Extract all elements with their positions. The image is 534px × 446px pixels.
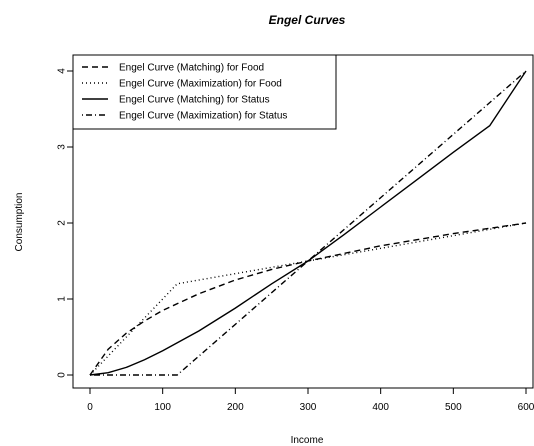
series-line-4 (90, 70, 527, 376)
y-axis: 0 1 2 3 4 (57, 68, 74, 378)
y-tick-label: 4 (57, 68, 68, 74)
y-axis-label: Consumption (14, 193, 25, 252)
x-tick-label: 400 (372, 402, 389, 413)
legend-label: Engel Curve (Maximization) for Food (119, 79, 282, 90)
legend-box (72, 54, 337, 130)
series-line-1 (89, 222, 527, 376)
legend-label: Engel Curve (Matching) for Food (119, 63, 264, 74)
legend-label: Engel Curve (Maximization) for Status (119, 111, 287, 122)
legend: Engel Curve (Matching) for Food Engel Cur… (72, 54, 337, 130)
series-line-3 (89, 70, 527, 376)
legend-label: Engel Curve (Matching) for Status (119, 95, 270, 106)
x-tick-label: 300 (300, 402, 317, 413)
y-tick-label: 3 (57, 144, 68, 150)
y-tick-label: 0 (57, 372, 68, 378)
chart-title: Engel Curves (269, 13, 346, 27)
x-tick-label: 600 (518, 402, 534, 413)
plot-lines (89, 70, 527, 376)
x-axis-label: Income (291, 435, 324, 446)
series-line-2 (89, 222, 527, 376)
x-tick-label: 200 (227, 402, 244, 413)
x-axis: 0 100 200 300 400 500 600 (87, 387, 534, 413)
x-tick-label: 100 (154, 402, 171, 413)
x-tick-label: 0 (87, 402, 93, 413)
x-tick-label: 500 (445, 402, 462, 413)
y-tick-label: 2 (57, 220, 68, 226)
y-tick-label: 1 (57, 296, 68, 302)
